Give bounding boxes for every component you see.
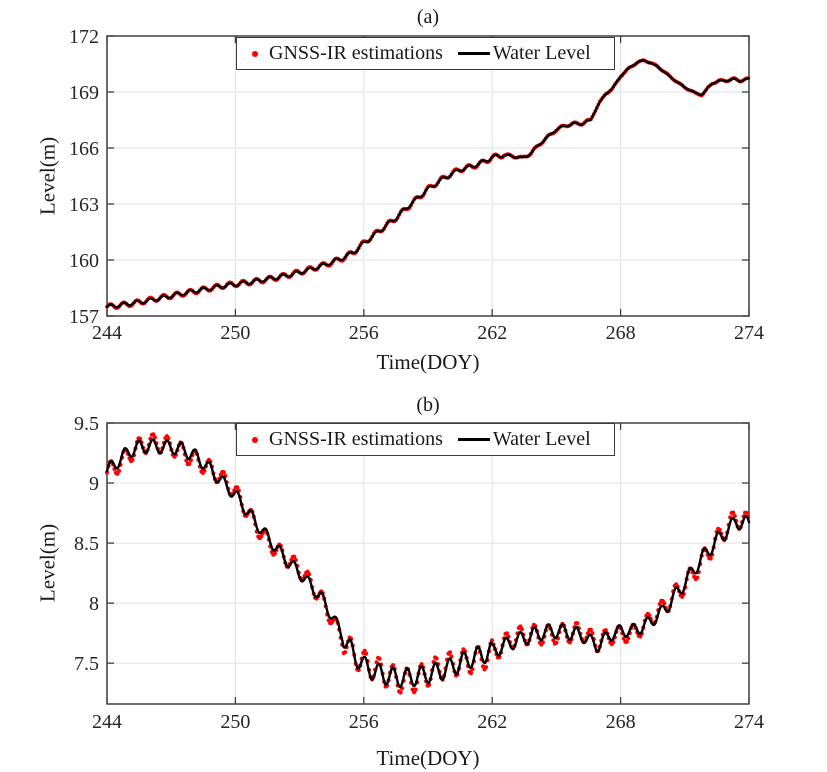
subplot-b-title: (b) [416,394,440,416]
y-tick-label: 169 [69,82,99,104]
gnss-ir-dot [732,513,737,519]
gnss-ir-dot [116,468,122,473]
x-tick-label: 262 [477,711,507,733]
subplot-b-legend: GNSS-IR estimations Water Level [236,423,615,456]
x-tick-label: 256 [349,711,379,733]
y-tick-label: 163 [69,194,99,216]
gnss-ir-dot [152,435,157,440]
y-tick-label: 172 [69,26,99,48]
y-tick-label: 157 [69,306,99,328]
y-tick-label: 166 [69,138,99,160]
gnss-ir-dot [130,457,135,462]
legend-label-gnss-ir-a: GNSS-IR estimations [269,42,443,64]
x-tick-label: 274 [734,711,764,733]
x-tick-label: 256 [349,322,379,344]
x-tick-label: 250 [220,322,250,344]
gnss-ir-dot [235,485,240,490]
gnss-ir-dot [377,656,382,661]
gnss-ir-dot [343,650,348,655]
gnss-ir-dot [413,687,418,692]
water-level-line-marker-icon [457,52,490,55]
gnss-ir-dot [151,432,156,437]
gnss-ir-dot [221,470,226,475]
y-tick-label: 160 [69,250,99,272]
gnss-ir-estimations-series [105,58,750,310]
gnss-ir-dot [551,638,556,643]
gnss-ir-dot [364,651,369,656]
axes-box [106,422,750,705]
gnss-ir-dot [575,621,580,626]
gnss-ir-dot [708,556,713,561]
gnss-ir-dot [391,663,396,668]
x-tick-label: 250 [220,711,250,733]
gnss-ir-dot [540,640,546,645]
water-level-line [105,59,751,309]
gnss-ir-dot [447,650,453,655]
gnss-ir-dot [624,639,629,644]
gnss-ir-dot [434,656,439,661]
subplot-b-ylabel: Level(m) [35,523,60,603]
x-tick-label: 262 [477,322,507,344]
y-tick-label: 9.5 [74,413,99,435]
x-tick-label: 274 [734,322,764,344]
legend-label-water-level-b: Water Level [492,428,591,450]
gnss-ir-dot [468,671,474,676]
water-level-line [105,438,751,689]
legend-label-water-level-a: Water Level [492,42,591,64]
gnss-ir-dot [504,631,510,636]
gnss-ir-estimations-series [104,432,751,695]
x-tick-label: 268 [606,711,636,733]
gnss-ir-dot [187,461,192,466]
gnss-ir-dot [259,534,264,539]
legend-label-gnss-ir-b: GNSS-IR estimations [269,428,443,450]
gnss-ir-dot [588,627,594,632]
axes-box [106,35,750,317]
gnss-ir-dot [166,436,171,441]
y-tick-label: 8.5 [74,533,99,555]
gnss-ir-dot [603,628,608,633]
subplot-a-title: (a) [416,6,440,28]
gnss-ir-dot [483,665,489,670]
gnss-ir-dot [272,551,277,556]
y-tick-label: 8 [89,593,99,615]
subplot-a-ylabel: Level(m) [35,136,60,216]
gnss-ir-dot [662,601,667,606]
water-level-line-marker-icon [457,438,490,441]
gnss-ir-dot-marker-icon [252,50,258,57]
gnss-ir-dot-marker-icon [252,436,258,443]
subplot-b: 244 250 256 262 268 274 7.5 8 8.5 9 9.5 [74,413,764,733]
x-tick-label: 244 [92,711,122,733]
subplot-a: 244 250 256 262 268 274 157 160 163 166 169 172 [69,26,764,344]
gnss-ir-dot [519,627,525,632]
subplot-a-xlabel: Time(DOY) [376,350,480,374]
gnss-ir-dot [717,527,722,532]
gnss-ir-dot [292,554,297,559]
subplot-b-xlabel: Time(DOY) [376,746,480,770]
gnss-ir-dot [307,572,312,577]
x-tick-label: 244 [92,322,122,344]
x-tick-label: 268 [606,322,636,344]
gnss-ir-dot [398,690,403,695]
gnss-ir-dot [554,640,559,645]
gnss-ir-dot [695,575,700,580]
y-tick-label: 9 [89,473,99,495]
y-tick-label: 7.5 [74,653,99,675]
gnss-ir-dot [744,510,749,515]
gnss-ir-dot [731,510,736,515]
subplot-a-legend: GNSS-IR estimations Water Level [236,37,615,70]
